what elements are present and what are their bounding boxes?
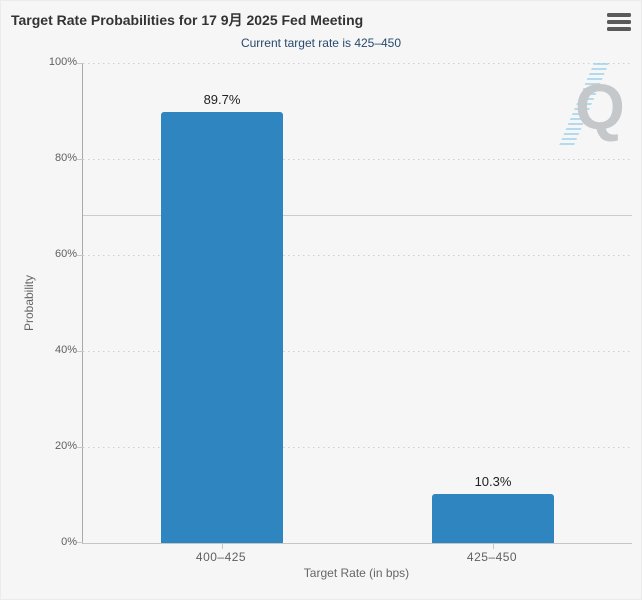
y-tick-label-40: 40% [54, 344, 77, 356]
y-tick-label-80: 80% [54, 152, 77, 164]
chart-title: Target Rate Probabilities for 17 9月 2025… [11, 12, 364, 28]
x-axis-title: Target Rate (in bps) [303, 566, 410, 580]
hamburger-icon [607, 27, 631, 31]
y-tick [77, 447, 83, 448]
bar-425-450[interactable] [432, 493, 554, 543]
y-tick-label-100: 100% [48, 56, 77, 68]
bar-value-label: 10.3% [474, 473, 512, 489]
bar-column-400-425: 89.7% [161, 63, 283, 543]
hamburger-icon [607, 13, 631, 17]
y-tick-label-20: 20% [54, 440, 77, 452]
watermark-q-logo-icon: Q [575, 71, 625, 143]
hamburger-icon [607, 20, 631, 24]
y-tick-label-60: 60% [54, 248, 77, 260]
gridline-60 [83, 255, 632, 256]
gridline-80 [83, 159, 632, 160]
y-tick [77, 63, 83, 64]
chart-subtitle: Current target rate is 425–450 [240, 36, 402, 50]
x-tick [493, 543, 494, 549]
bar-column-425-450: 10.3% [432, 63, 554, 543]
y-tick [77, 159, 83, 160]
gridline-100 [83, 63, 632, 64]
bar-400-425[interactable] [161, 112, 283, 543]
gridline-20 [83, 447, 632, 448]
x-category-label: 400–425 [195, 550, 247, 564]
y-axis-title: Probability [22, 274, 36, 332]
x-tick [222, 543, 223, 549]
reference-line [83, 215, 632, 216]
plot-area: Q 89.7% 10.3% [77, 63, 632, 549]
y-tick-label-0: 0% [61, 536, 77, 548]
y-tick [77, 255, 83, 256]
bar-value-label: 89.7% [203, 92, 241, 108]
gridline-40 [83, 351, 632, 352]
y-tick [77, 542, 83, 543]
x-category-label: 425–450 [466, 550, 518, 564]
chart-context-menu-button[interactable] [605, 12, 633, 32]
y-tick [77, 351, 83, 352]
